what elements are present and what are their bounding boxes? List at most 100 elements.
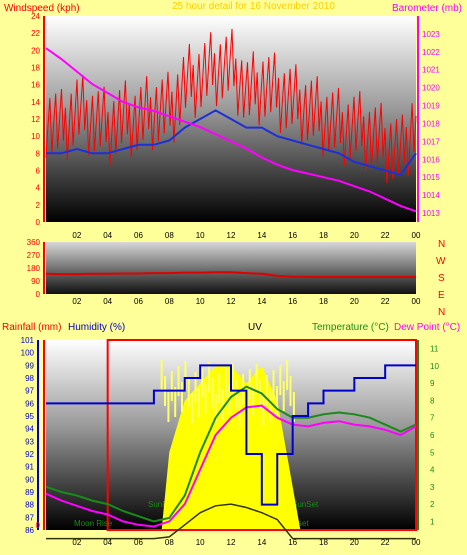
direction-tick-label: 0: [36, 290, 41, 299]
x-tick-label: 02: [72, 297, 81, 306]
sun-altitude-line: [46, 503, 416, 540]
direction-letter-n-top: N: [438, 239, 445, 250]
humidity-line: [46, 364, 416, 506]
direction-letter-s: S: [438, 273, 445, 284]
x-tick-label: 12: [227, 538, 236, 547]
windspeed-tick-label: 14: [31, 98, 40, 107]
humidity-tick-label: 86: [25, 526, 34, 535]
barometer-tick-label: 1022: [422, 48, 440, 57]
x-tick-label: 16: [288, 231, 297, 240]
windspeed-tick-label: 18: [31, 64, 40, 73]
x-tick-label: 10: [196, 231, 205, 240]
uv-label: UV: [248, 322, 262, 333]
humidity-tick-label: 90: [25, 475, 34, 484]
barometer-tick-label: 1019: [422, 102, 440, 111]
sunset-label: SunSet: [292, 500, 319, 509]
x-tick-label: 00: [412, 297, 421, 306]
humidity-tick-label: 101: [21, 336, 35, 345]
x-tick-label: 06: [134, 538, 143, 547]
humidity-tick-label: 93: [25, 437, 34, 446]
x-tick-label: 08: [165, 538, 174, 547]
windspeed-tick-label: 10: [31, 132, 40, 141]
x-tick-label: 18: [319, 538, 328, 547]
windspeed-tick-label: 2: [36, 201, 41, 210]
barometer-tick-label: 1016: [422, 155, 440, 164]
x-tick-label: 08: [165, 231, 174, 240]
x-tick-label: 20: [350, 231, 359, 240]
temperature-tick-label: 6: [430, 431, 435, 440]
rainfall-tick-label: 0: [36, 521, 41, 530]
x-tick-label: 02: [72, 538, 81, 547]
temperature-tick-label: 10: [430, 362, 439, 371]
x-tick-label: 02: [72, 231, 81, 240]
direction-tick-label: 180: [27, 264, 41, 273]
sunrise-label: SunRise: [148, 500, 179, 509]
direction-tick-label: 360: [27, 238, 41, 247]
moonrise-label: Moon Rise: [74, 519, 113, 528]
temperature-tick-label: 3: [430, 483, 435, 492]
windspeed-tick-label: 6: [36, 167, 41, 176]
x-tick-label: 22: [381, 231, 390, 240]
windspeed-tick-label: 24: [31, 12, 40, 21]
x-tick-label: 06: [134, 297, 143, 306]
x-tick-label: 14: [257, 231, 266, 240]
temperature-tick-label: 9: [430, 379, 435, 388]
x-tick-label: 22: [381, 538, 390, 547]
humidity-tick-label: 96: [25, 399, 34, 408]
barometer-tick-label: 1020: [422, 84, 440, 93]
humidity-tick-label: 97: [25, 387, 34, 396]
windspeed-tick-label: 22: [31, 29, 40, 38]
direction-letter-w: W: [436, 256, 446, 267]
barometer-tick-label: 1023: [422, 30, 440, 39]
x-tick-label: 10: [196, 297, 205, 306]
x-tick-label: 14: [257, 538, 266, 547]
x-tick-label: 16: [288, 297, 297, 306]
humidity-tick-label: 100: [21, 349, 35, 358]
humidity-label: Humidity (%): [68, 322, 125, 333]
rainfall-label: Rainfall (mm): [2, 322, 61, 333]
barometer-tick-label: 1021: [422, 66, 440, 75]
x-tick-label: 00: [412, 538, 421, 547]
windspeed-tick-label: 16: [31, 81, 40, 90]
x-tick-label: 12: [227, 231, 236, 240]
x-tick-label: 04: [103, 231, 112, 240]
x-tick-label: 00: [412, 231, 421, 240]
temperature-tick-label: 4: [430, 466, 435, 475]
direction-letter-n-bottom: N: [438, 307, 445, 318]
windspeed-label: Windspeed (kph): [4, 3, 80, 14]
direction-tick-label: 270: [27, 251, 41, 260]
windspeed-tick-label: 12: [31, 115, 40, 124]
barometer-tick-label: 1014: [422, 191, 440, 200]
temperature-label: Temperature (°C): [312, 322, 389, 333]
barometer-tick-label: 1017: [422, 137, 440, 146]
humidity-tick-label: 89: [25, 488, 34, 497]
humidity-tick-label: 94: [25, 425, 34, 434]
barometer-tick-label: 1018: [422, 119, 440, 128]
direction-plot-area: [46, 242, 416, 294]
wind-direction-line: [45, 271, 416, 278]
rainfall-box: [106, 339, 418, 531]
barometer-tick-label: 1013: [422, 209, 440, 218]
x-tick-label: 06: [134, 231, 143, 240]
x-tick-label: 04: [103, 297, 112, 306]
temperature-tick-label: 11: [430, 345, 439, 354]
average-wind-line: [46, 109, 417, 176]
direction-tick-label: 90: [31, 277, 40, 286]
barometer-label: Barometer (mb): [392, 3, 462, 14]
direction-letter-e: E: [438, 290, 445, 301]
humidity-tick-label: 87: [25, 513, 34, 522]
x-tick-label: 10: [196, 538, 205, 547]
x-tick-label: 08: [165, 297, 174, 306]
windspeed-tick-label: 4: [36, 184, 41, 193]
windspeed-tick-label: 20: [31, 46, 40, 55]
x-tick-label: 18: [319, 231, 328, 240]
temperature-tick-label: 5: [430, 448, 435, 457]
x-tick-label: 18: [319, 297, 328, 306]
humidity-tick-label: 99: [25, 361, 34, 370]
x-tick-label: 20: [350, 538, 359, 547]
humidity-tick-label: 88: [25, 501, 34, 510]
barometer-tick-label: 1015: [422, 173, 440, 182]
x-tick-label: 20: [350, 297, 359, 306]
humidity-tick-label: 92: [25, 450, 34, 459]
